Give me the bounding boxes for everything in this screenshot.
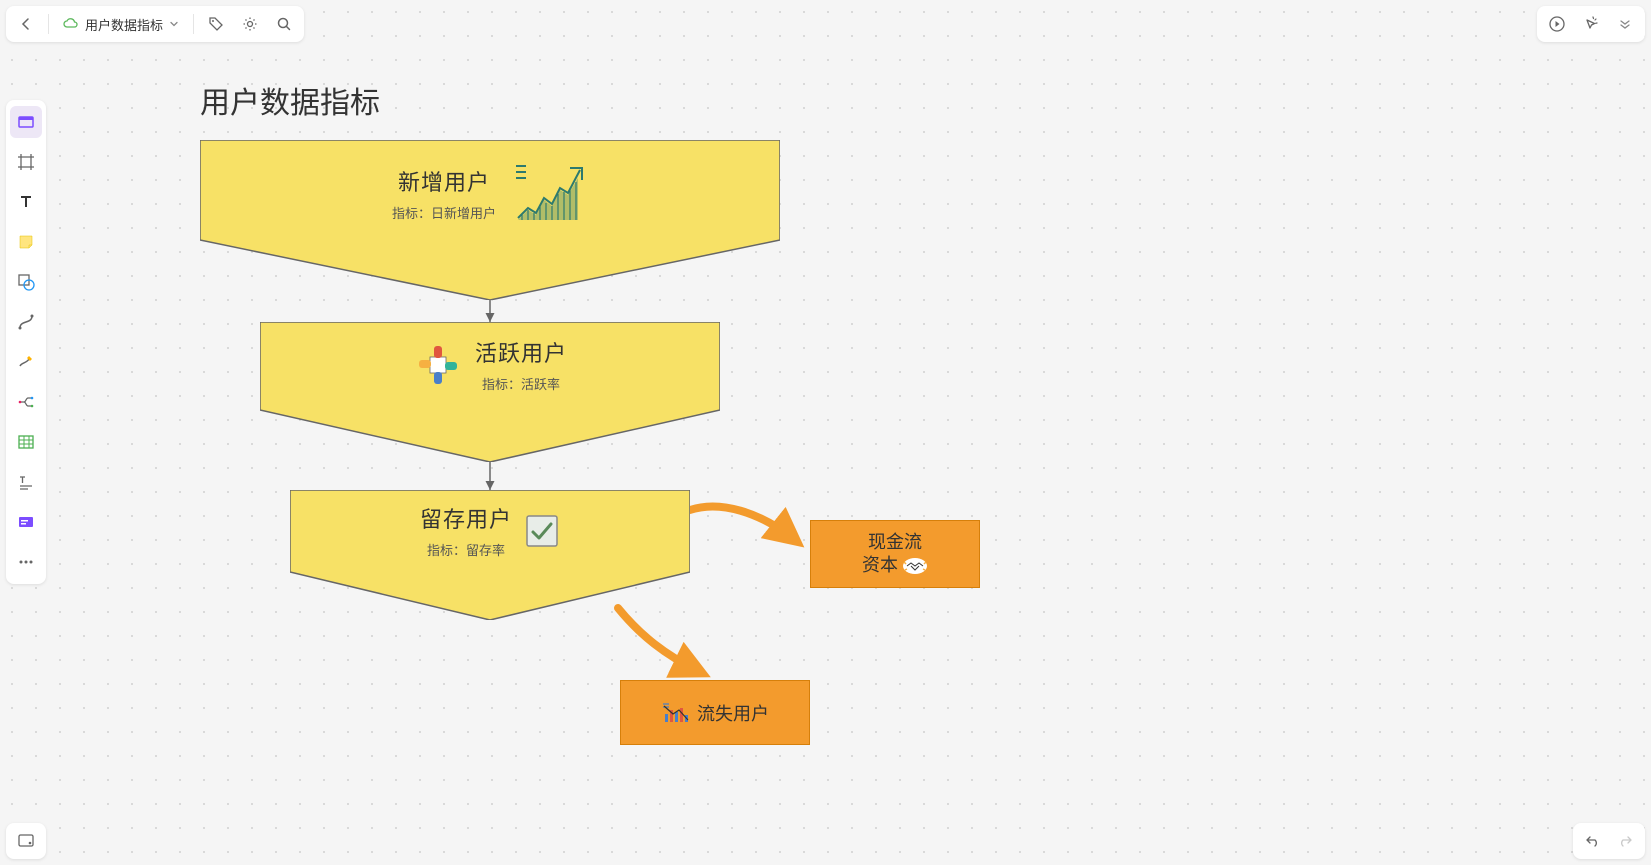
- node-active-users-title: 活跃用户: [475, 336, 567, 368]
- node-lost-users[interactable]: 流失用户: [620, 680, 810, 745]
- node-retained-users-subtitle: 指标：留存率: [420, 540, 512, 559]
- node-retained-users-title: 留存用户: [420, 502, 512, 534]
- node-cashflow[interactable]: 现金流 资本: [810, 520, 980, 588]
- connectors-layer: [0, 0, 1651, 865]
- chart-down-icon: [661, 700, 691, 726]
- hands-icon: [413, 340, 463, 390]
- node-lost-users-label: 流失用户: [697, 700, 769, 726]
- diagram-title[interactable]: 用户数据指标: [200, 78, 380, 122]
- node-cashflow-line1: 现金流: [862, 531, 928, 554]
- node-new-users-subtitle: 指标：日新增用户: [392, 203, 496, 222]
- node-new-users-title: 新增用户: [392, 165, 496, 197]
- node-retained-users[interactable]: 留存用户 指标：留存率: [290, 490, 690, 620]
- node-active-users[interactable]: 活跃用户 指标：活跃率: [260, 322, 720, 462]
- node-active-users-subtitle: 指标：活跃率: [475, 374, 567, 393]
- handshake-icon: [902, 556, 928, 576]
- diagram-canvas[interactable]: 用户数据指标 新增用户 指标：日新增用户: [0, 0, 1651, 865]
- check-icon: [524, 513, 560, 549]
- node-cashflow-line2: 资本: [862, 554, 898, 577]
- node-new-users[interactable]: 新增用户 指标：日新增用户: [200, 140, 780, 300]
- arrow-to-cashflow: [690, 507, 795, 540]
- chart-up-icon: [508, 158, 588, 228]
